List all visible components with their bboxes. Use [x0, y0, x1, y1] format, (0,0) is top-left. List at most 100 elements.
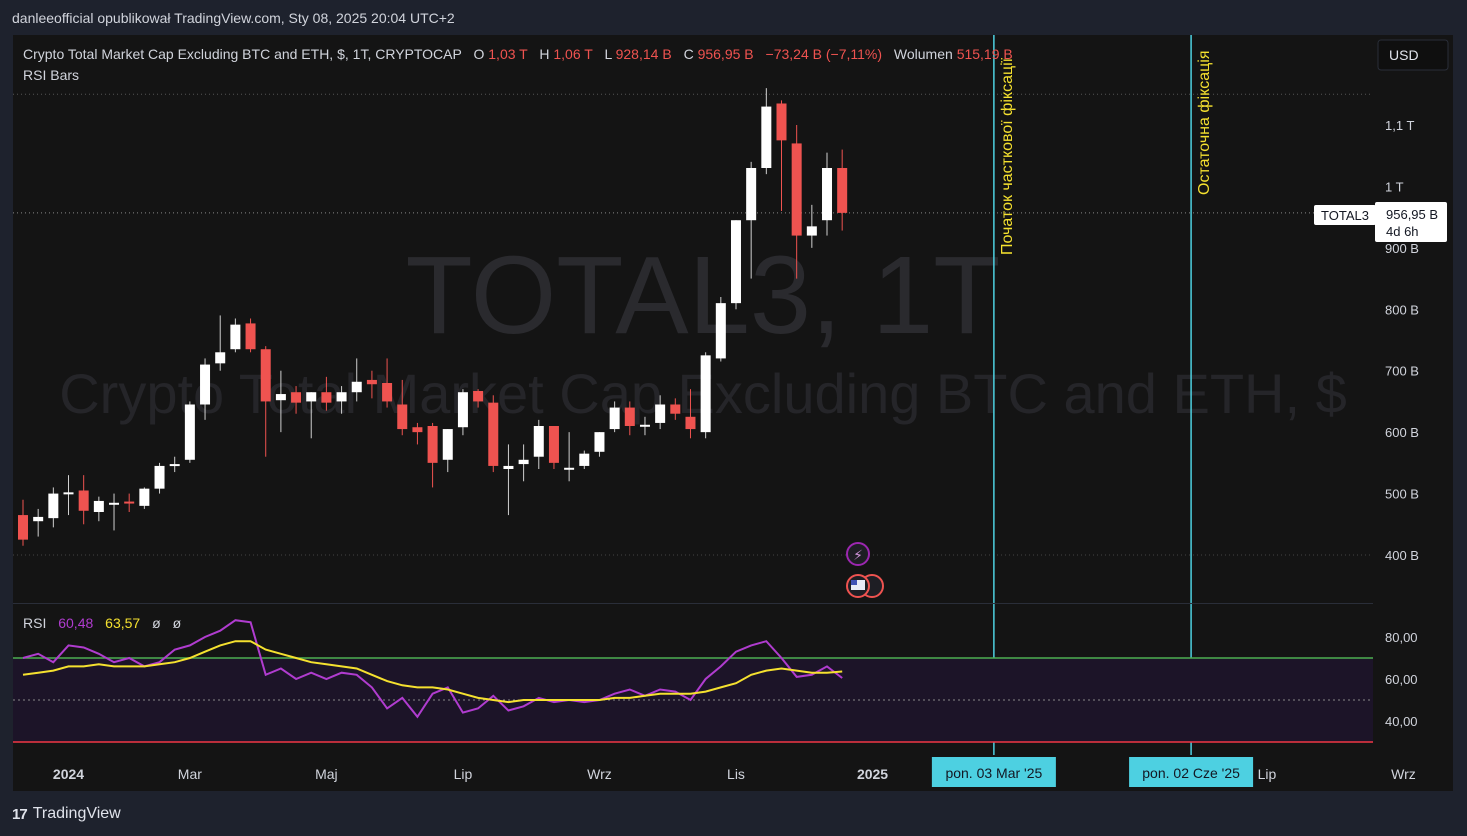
candle[interactable]	[655, 395, 666, 430]
time-axis[interactable]: 2024MarMajLipWrzLis2025MLipWrzpon. 03 Ma…	[53, 757, 1416, 787]
candle-body	[366, 379, 377, 385]
candle-body	[200, 364, 211, 405]
candle-body	[33, 516, 44, 522]
time-axis-label: 2025	[857, 766, 888, 782]
candle-body	[503, 465, 514, 469]
price-axis[interactable]: 1,1 T 1 T 900 B 800 B 700 B 600 B 500 B 400 B	[1385, 118, 1419, 563]
price-axis-label: 400 B	[1385, 548, 1419, 563]
candle[interactable]	[382, 358, 393, 408]
candle[interactable]	[48, 487, 59, 528]
candle[interactable]	[215, 315, 226, 371]
candle[interactable]	[200, 358, 211, 420]
time-axis-label: Lip	[454, 766, 473, 782]
candle[interactable]	[260, 346, 271, 457]
chart-svg[interactable]: TOTAL3, 1T Crypto Total Market Cap Exclu…	[13, 35, 1453, 791]
rsi-legend-value1: 60,48	[58, 615, 93, 631]
candle[interactable]	[761, 88, 772, 175]
candle[interactable]	[564, 432, 575, 482]
candle[interactable]	[503, 444, 514, 516]
candle[interactable]	[275, 370, 286, 433]
candle[interactable]	[806, 204, 817, 248]
candle[interactable]	[93, 496, 104, 522]
candle[interactable]	[746, 161, 757, 279]
candle[interactable]	[230, 318, 241, 353]
candles-group[interactable]	[18, 88, 848, 546]
candle[interactable]	[336, 386, 347, 414]
candle[interactable]	[63, 475, 74, 516]
candle[interactable]	[169, 456, 180, 473]
date-marker-box[interactable]	[931, 757, 1056, 787]
events-group[interactable]: ⚡	[846, 542, 884, 598]
candle[interactable]	[791, 125, 802, 279]
candle[interactable]	[154, 462, 165, 494]
candle[interactable]	[579, 450, 590, 469]
candle[interactable]	[78, 475, 89, 525]
currency-button[interactable]	[1377, 39, 1449, 71]
date-marker-label: pon. 02 Cze '25	[1142, 765, 1240, 781]
candle[interactable]	[412, 422, 423, 445]
chart-panel[interactable]: TOTAL3, 1T Crypto Total Market Cap Exclu…	[13, 35, 1453, 791]
candle-body	[761, 106, 772, 168]
candle[interactable]	[124, 493, 135, 512]
rsi-ma-line[interactable]	[22, 640, 843, 704]
candle[interactable]	[488, 395, 499, 473]
candle[interactable]	[366, 370, 377, 399]
candle[interactable]	[321, 376, 332, 411]
candle[interactable]	[609, 401, 620, 433]
candle-body	[564, 467, 575, 470]
candle-body	[594, 432, 605, 452]
time-axis-label: Lip	[1258, 766, 1277, 782]
candle[interactable]	[351, 358, 362, 402]
candle-body	[169, 464, 180, 467]
date-marker-box[interactable]	[1129, 757, 1254, 787]
candle[interactable]	[457, 389, 468, 436]
candle-body	[457, 392, 468, 428]
candle[interactable]	[139, 487, 150, 509]
candle[interactable]	[109, 493, 120, 531]
candle[interactable]	[518, 444, 529, 482]
currency-label: USD	[1389, 47, 1419, 63]
candle[interactable]	[700, 352, 711, 439]
footer-brand[interactable]: 17 TradingView	[12, 805, 121, 823]
candle[interactable]	[639, 416, 650, 436]
candle[interactable]	[245, 318, 256, 353]
rsi-axis-label: 40,00	[1385, 714, 1418, 729]
candle[interactable]	[427, 422, 438, 488]
legend-l-label: L	[604, 46, 612, 62]
candle[interactable]	[670, 398, 681, 420]
vertical-marker-text: Початок часткової фіксації	[999, 57, 1016, 255]
candle[interactable]	[33, 508, 44, 537]
candle[interactable]	[184, 401, 195, 463]
candle[interactable]	[730, 220, 741, 310]
rsi-line[interactable]	[22, 619, 843, 719]
candle[interactable]	[291, 386, 302, 414]
candle[interactable]	[397, 379, 408, 436]
candle-body	[700, 355, 711, 433]
candle[interactable]	[533, 419, 544, 469]
candle[interactable]	[306, 392, 317, 439]
candle-body	[715, 303, 726, 359]
time-axis-label: Wrz	[587, 766, 612, 782]
last-price-countdown: 4d 6h	[1386, 224, 1419, 239]
time-axis-label: Maj	[315, 766, 338, 782]
candle[interactable]	[822, 152, 833, 236]
legend-volume-value: 515,19 B	[957, 46, 1013, 62]
candle[interactable]	[18, 499, 28, 546]
watermark-ticker: TOTAL3, 1T	[405, 234, 1000, 357]
legend-o-value: 1,03 T	[488, 46, 528, 62]
vertical-lines[interactable]: Початок часткової фіксації Остаточна фікс…	[993, 35, 1213, 755]
candle[interactable]	[837, 149, 848, 231]
candle[interactable]	[473, 389, 484, 408]
rsi-axis[interactable]: 80,00 60,00 40,00	[1385, 630, 1418, 729]
candle[interactable]	[685, 389, 696, 439]
candle[interactable]	[776, 100, 787, 211]
candle[interactable]	[442, 429, 453, 473]
lightning-icon[interactable]	[846, 542, 870, 566]
candle[interactable]	[715, 297, 726, 362]
candle[interactable]	[594, 432, 605, 457]
candle[interactable]	[548, 426, 559, 469]
candle[interactable]	[624, 401, 635, 436]
rsi-axis-label: 80,00	[1385, 630, 1418, 645]
rsi-pane[interactable]	[13, 619, 1373, 743]
price-axis-label: 800 B	[1385, 302, 1419, 317]
